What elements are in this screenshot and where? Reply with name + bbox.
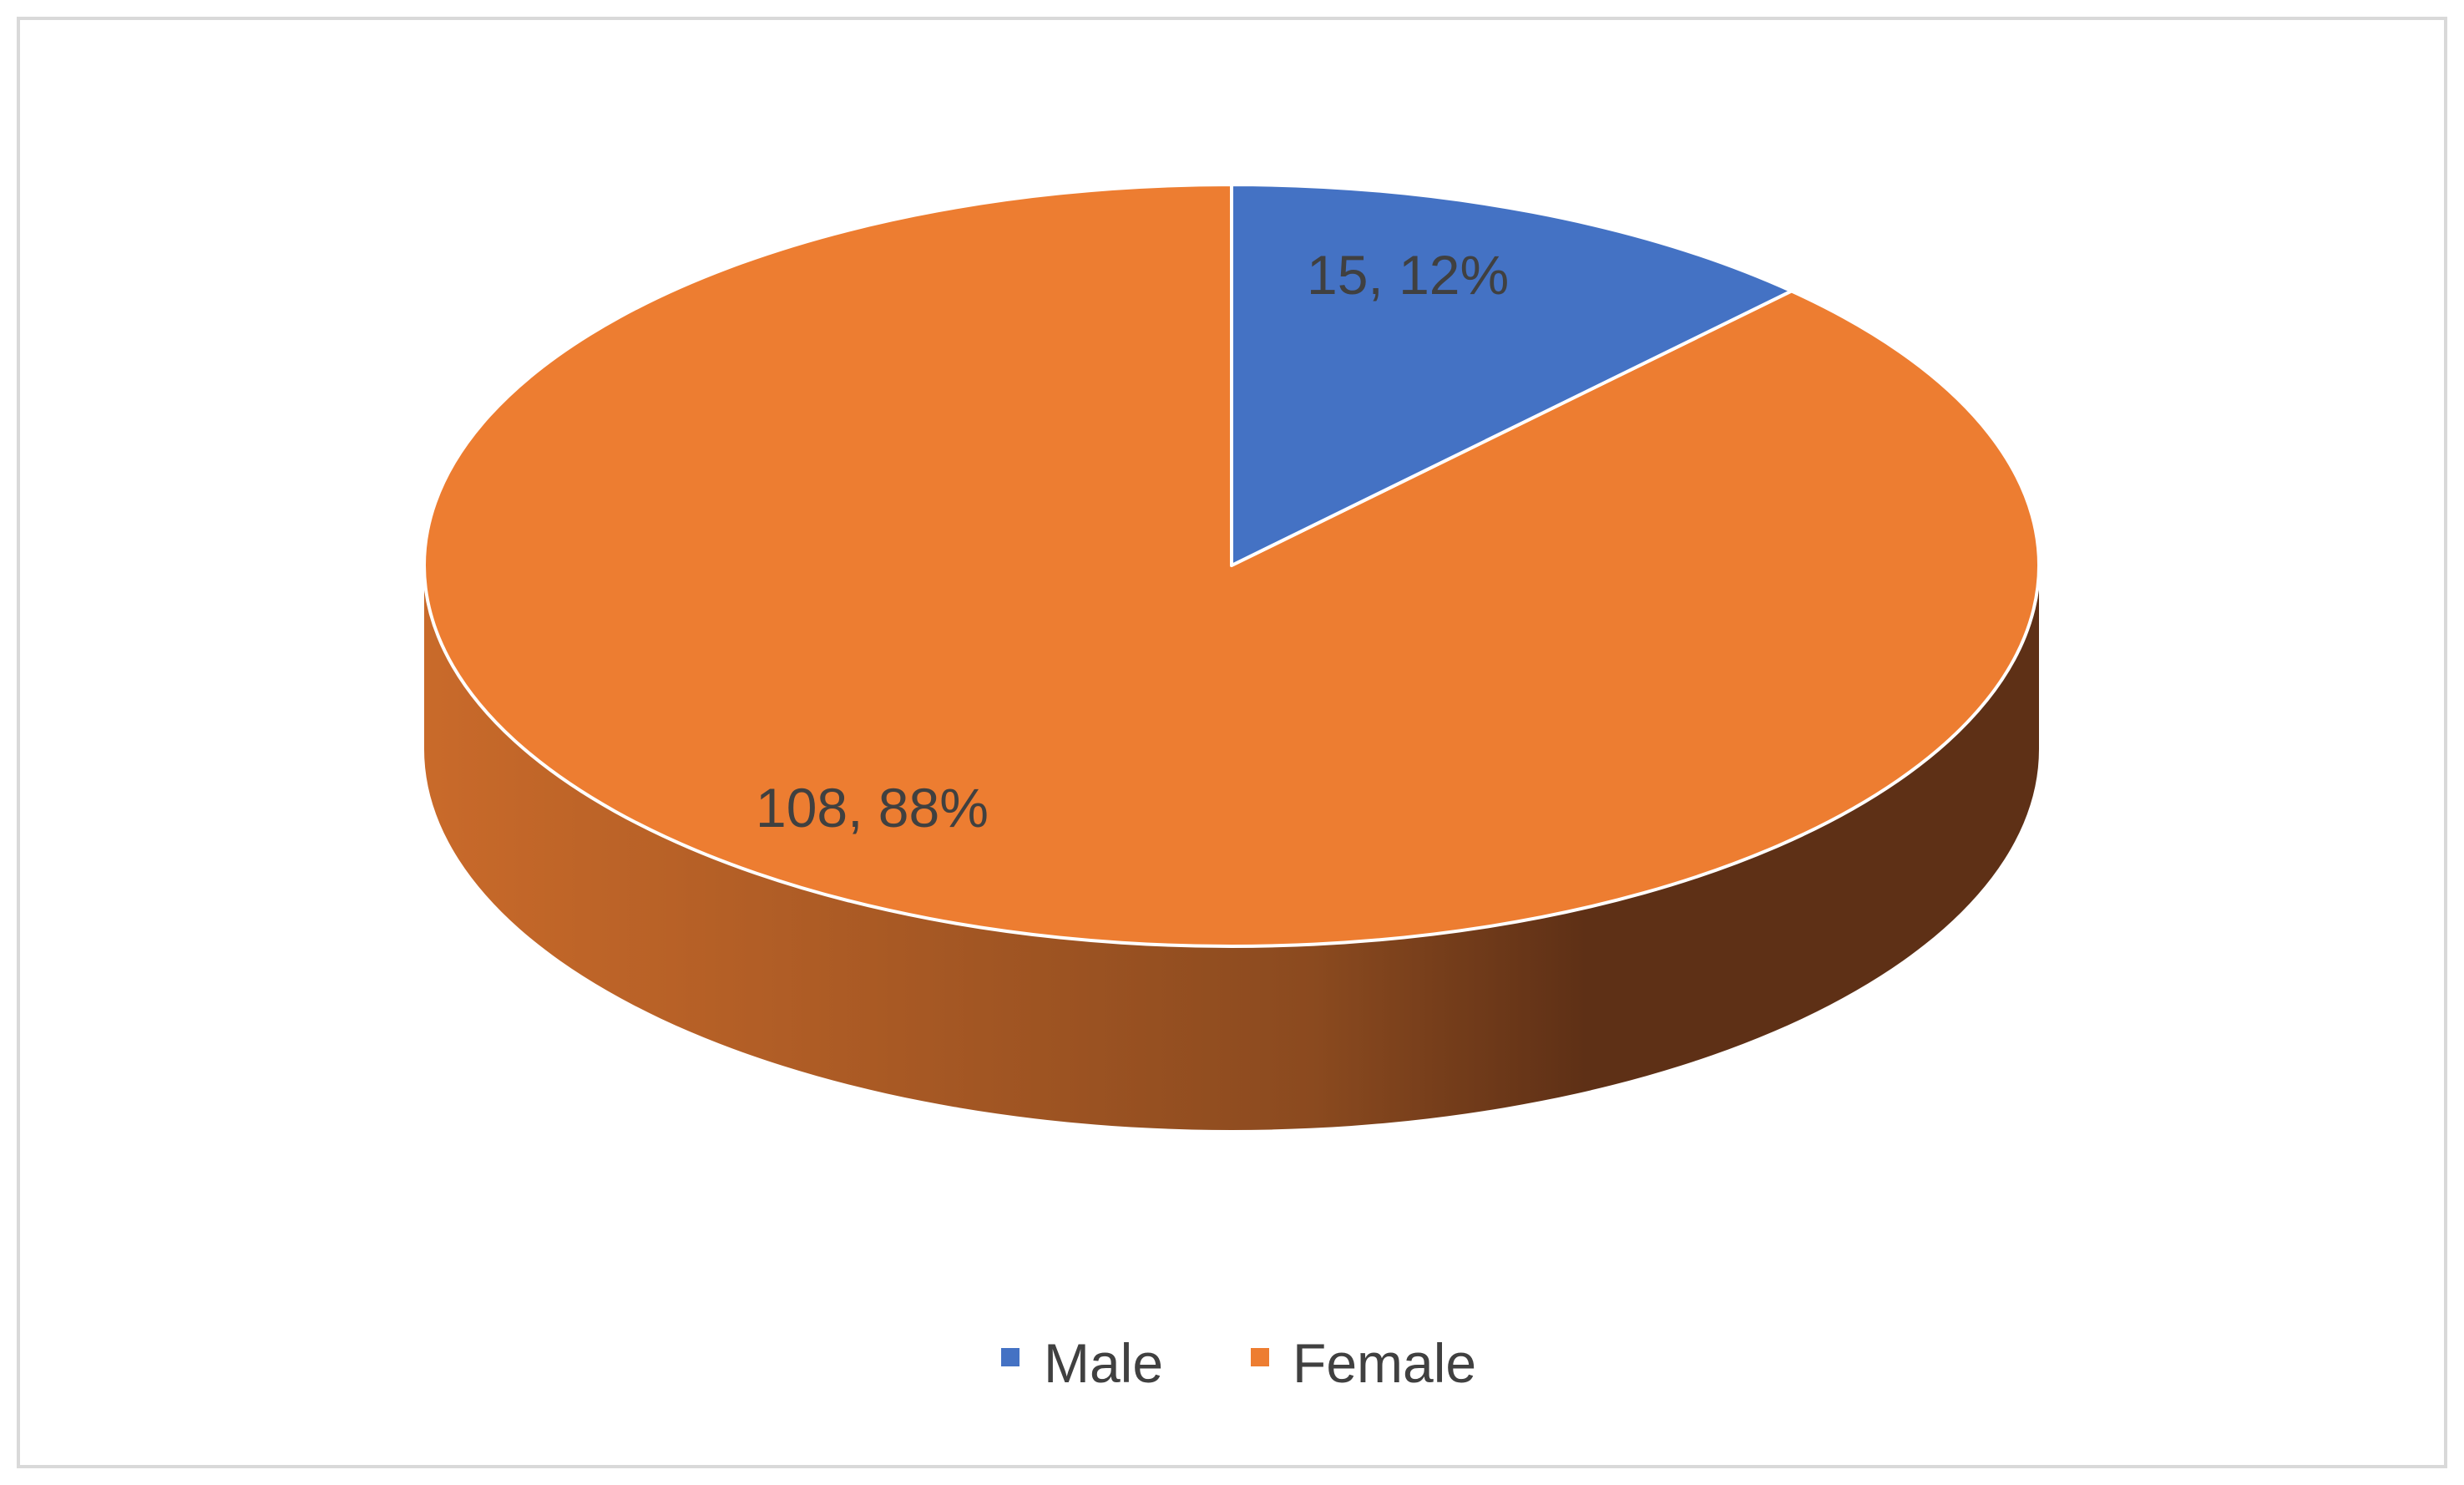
legend-label-female: Female — [1293, 1332, 1476, 1394]
pie-slice-male[interactable] — [1230, 183, 1794, 567]
legend: Male Female — [1001, 1332, 1476, 1394]
legend-swatch-female — [1251, 1348, 1269, 1366]
legend-swatch-male — [1001, 1348, 1019, 1366]
pie-side-wall — [424, 565, 2039, 1130]
legend-label-male: Male — [1044, 1332, 1163, 1394]
data-label-female: 108, 88% — [756, 777, 989, 839]
data-label-male: 15, 12% — [1307, 244, 1509, 306]
